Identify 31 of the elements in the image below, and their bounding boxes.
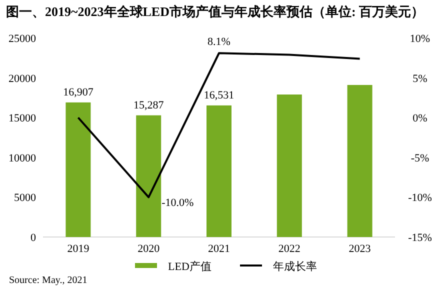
x-tick-label: 2019 (67, 243, 90, 255)
data-label: 16,531 (204, 89, 234, 102)
y2-tick-label: -5% (410, 152, 430, 164)
y-tick-label: 0 (30, 232, 36, 244)
y-tick-label: 5000 (14, 192, 36, 204)
y-tick-label: 15000 (8, 112, 36, 125)
y2-tick-label: 5% (412, 72, 428, 85)
bar (276, 94, 302, 237)
y-tick-label: 25000 (8, 33, 36, 45)
x-tick-label: 2022 (278, 243, 300, 255)
y-tick-label: 20000 (8, 72, 36, 85)
data-label: 16,907 (63, 86, 94, 98)
y-tick-label: 10000 (8, 152, 36, 164)
y2-tick-label: 0% (412, 112, 428, 125)
x-tick-label: 2020 (138, 243, 160, 255)
y2-tick-label: 10% (410, 33, 430, 45)
source-note: Source: May., 2021 (9, 275, 88, 286)
bar (136, 115, 162, 237)
legend-label: 年成长率 (273, 260, 317, 273)
legend-label: LED产值 (168, 260, 212, 273)
chart-title: 图一、2019~2023年全球LED市场产值与年成长率预估（单位: 百万美元） (6, 4, 424, 19)
x-tick-label: 2023 (348, 243, 372, 255)
bar (66, 102, 91, 237)
data-label: -10.0% (162, 197, 194, 210)
data-label: 8.1% (208, 36, 230, 48)
bar (206, 105, 232, 237)
y2-tick-label: -15% (408, 232, 432, 244)
bar (347, 84, 372, 237)
x-tick-label: 2021 (208, 243, 230, 255)
data-label: 15,287 (133, 99, 164, 112)
y2-tick-label: -10% (408, 192, 432, 204)
